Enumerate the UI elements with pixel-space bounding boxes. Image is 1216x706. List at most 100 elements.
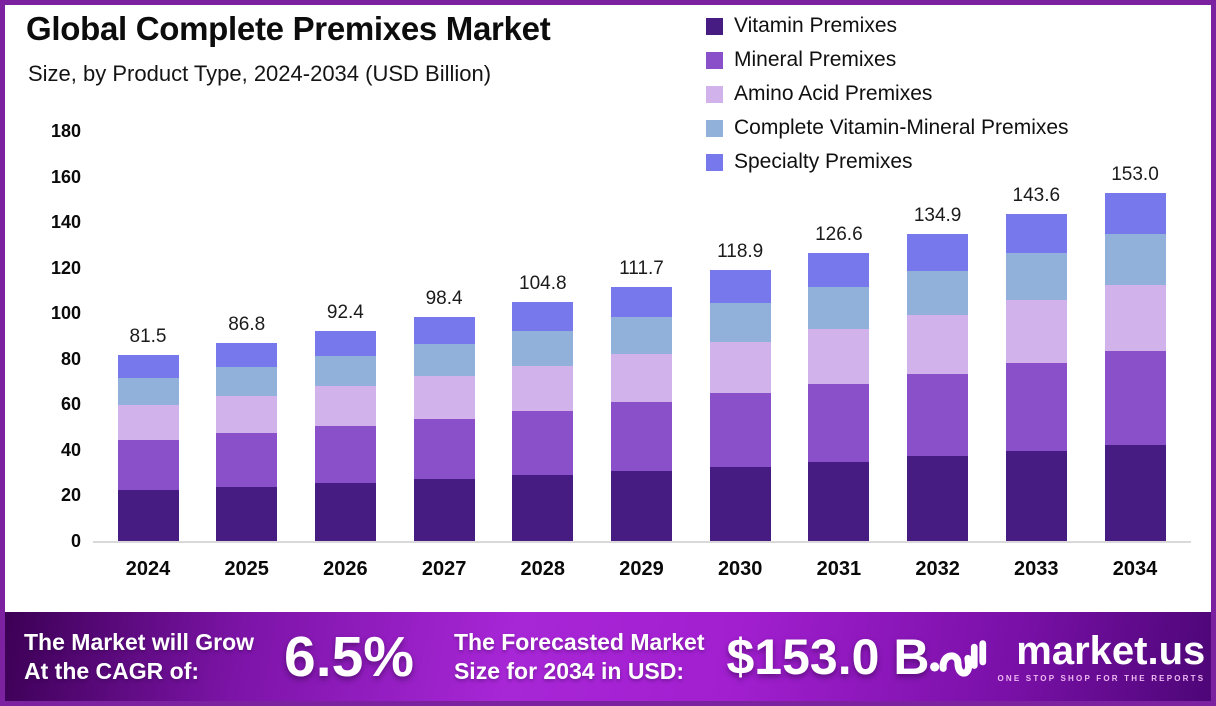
legend-swatch: [706, 119, 723, 137]
bar-segment: [1104, 284, 1166, 352]
bar-segment: [314, 355, 376, 387]
chart-subtitle: Size, by Product Type, 2024-2034 (USD Bi…: [28, 61, 492, 86]
brand-text-block: market.us ONE STOP SHOP FOR THE REPORTS: [997, 631, 1205, 683]
bar-total-label: 98.4: [425, 287, 463, 309]
marketus-logo-icon: [929, 635, 987, 679]
legend-swatch: [706, 17, 723, 35]
y-axis-tick: 20: [60, 485, 81, 506]
bar-total-label: 118.9: [717, 241, 764, 263]
legend-label: Amino Acid Premixes: [734, 82, 933, 105]
cagr-label: The Market will Grow At the CAGR of:: [24, 628, 254, 684]
legend-swatch: [706, 51, 723, 69]
bar-segment: [1104, 192, 1166, 235]
y-axis-tick: 140: [50, 212, 81, 233]
cagr-label-line2: At the CAGR of:: [24, 657, 200, 684]
bar-segment: [1104, 445, 1166, 541]
legend-item: Amino Acid Premixes: [706, 82, 1069, 106]
forecast-label-line2: Size for 2034 in USD:: [453, 657, 685, 684]
bar-total-label: 134.9: [913, 204, 962, 226]
bar-segment: [117, 404, 179, 440]
bar-segment: [1005, 213, 1067, 254]
y-axis-tick: 100: [50, 303, 81, 324]
y-axis-tick: 80: [60, 348, 81, 369]
bar-segment: [216, 366, 278, 396]
bar-segment: [907, 456, 969, 541]
marketus-logo: market.us ONE STOP SHOP FOR THE REPORTS: [929, 631, 1205, 683]
y-axis-tick: 0: [70, 531, 81, 551]
legend-label: Specialty Premixes: [734, 150, 913, 173]
bar-total-label: 92.4: [326, 301, 364, 323]
bar-segment: [117, 489, 179, 541]
cagr-value: 6.5%: [284, 624, 414, 689]
x-axis-label: 2025: [224, 558, 269, 580]
bar-segment: [512, 330, 574, 366]
x-axis-label: 2027: [421, 558, 467, 580]
bar-segment: [314, 386, 376, 427]
bar-total-label: 143.6: [1012, 184, 1061, 206]
bar-segment: [907, 373, 969, 457]
bar-total-label: 153.0: [1111, 163, 1159, 185]
bar-segment: [314, 483, 376, 541]
chart-title: Global Complete Premixes Market: [26, 10, 551, 47]
bar-segment: [907, 233, 969, 271]
y-axis-tick: 40: [60, 439, 81, 460]
bar-segment: [216, 433, 278, 487]
x-axis-label: 2026: [323, 558, 368, 580]
brand-tagline: ONE STOP SHOP FOR THE REPORTS: [997, 673, 1206, 683]
bar-segment: [808, 461, 870, 541]
bar-segment: [413, 343, 475, 377]
bar-segment: [1005, 300, 1067, 363]
y-axis-tick: 120: [50, 257, 81, 278]
x-axis-label: 2033: [1014, 558, 1059, 580]
cagr-label-line1: The Market will Grow: [24, 629, 255, 656]
bar-segment: [216, 343, 278, 367]
bar-segment: [808, 252, 870, 288]
x-axis-line: [93, 541, 1191, 543]
bar-segment: [1005, 451, 1067, 541]
legend-item: Mineral Premixes: [706, 48, 1069, 72]
x-axis-label: 2034: [1112, 558, 1158, 580]
x-axis-label: 2031: [816, 558, 862, 580]
bar-segment: [709, 302, 771, 342]
bar-segment: [907, 270, 969, 316]
y-axis-tick: 180: [50, 121, 81, 141]
legend-label: Mineral Premixes: [734, 48, 897, 71]
bar-segment: [512, 475, 574, 541]
bar-segment: [117, 355, 179, 378]
bar-segment: [413, 376, 475, 419]
bar-segment: [611, 317, 672, 354]
bar-segment: [709, 341, 771, 394]
bar-segment: [117, 439, 179, 490]
bar-total-label: 81.5: [129, 326, 167, 348]
forecast-label: The Forecasted Market Size for 2034 in U…: [454, 628, 705, 684]
bar-segment: [117, 377, 179, 405]
legend-item: Complete Vitamin-Mineral Premixes: [706, 116, 1069, 140]
bar-segment: [1005, 253, 1067, 301]
bar-segment: [611, 471, 672, 541]
x-axis-label: 2029: [619, 558, 664, 580]
bar-segment: [1104, 351, 1166, 446]
bar-segment: [709, 466, 771, 541]
x-axis-label: 2024: [125, 558, 171, 580]
bar-total-label: 104.8: [519, 273, 567, 295]
bar-segment: [512, 365, 574, 411]
y-axis-tick: 60: [60, 394, 81, 415]
bar-total-label: 126.6: [815, 223, 863, 245]
bar-segment: [611, 286, 672, 318]
bar-segment: [611, 402, 672, 472]
bar-segment: [808, 328, 870, 384]
bar-segment: [512, 302, 574, 331]
x-axis-label: 2028: [520, 558, 566, 580]
forecast-label-line1: The Forecasted Market: [453, 629, 705, 656]
brand-name: market.us: [1016, 628, 1206, 673]
bar-segment: [1005, 362, 1067, 452]
legend: Vitamin Premixes Mineral Premixes Amino Ac…: [706, 14, 1069, 184]
legend-label: Vitamin Premixes: [734, 14, 897, 37]
bar-segment: [709, 270, 771, 303]
footer-banner: The Market will Grow At the CAGR of: 6.5…: [5, 612, 1211, 701]
legend-swatch: [706, 85, 723, 103]
bar-segment: [413, 418, 475, 480]
forecast-value: $153.0 B: [726, 628, 930, 685]
bar-segment: [1104, 234, 1166, 285]
